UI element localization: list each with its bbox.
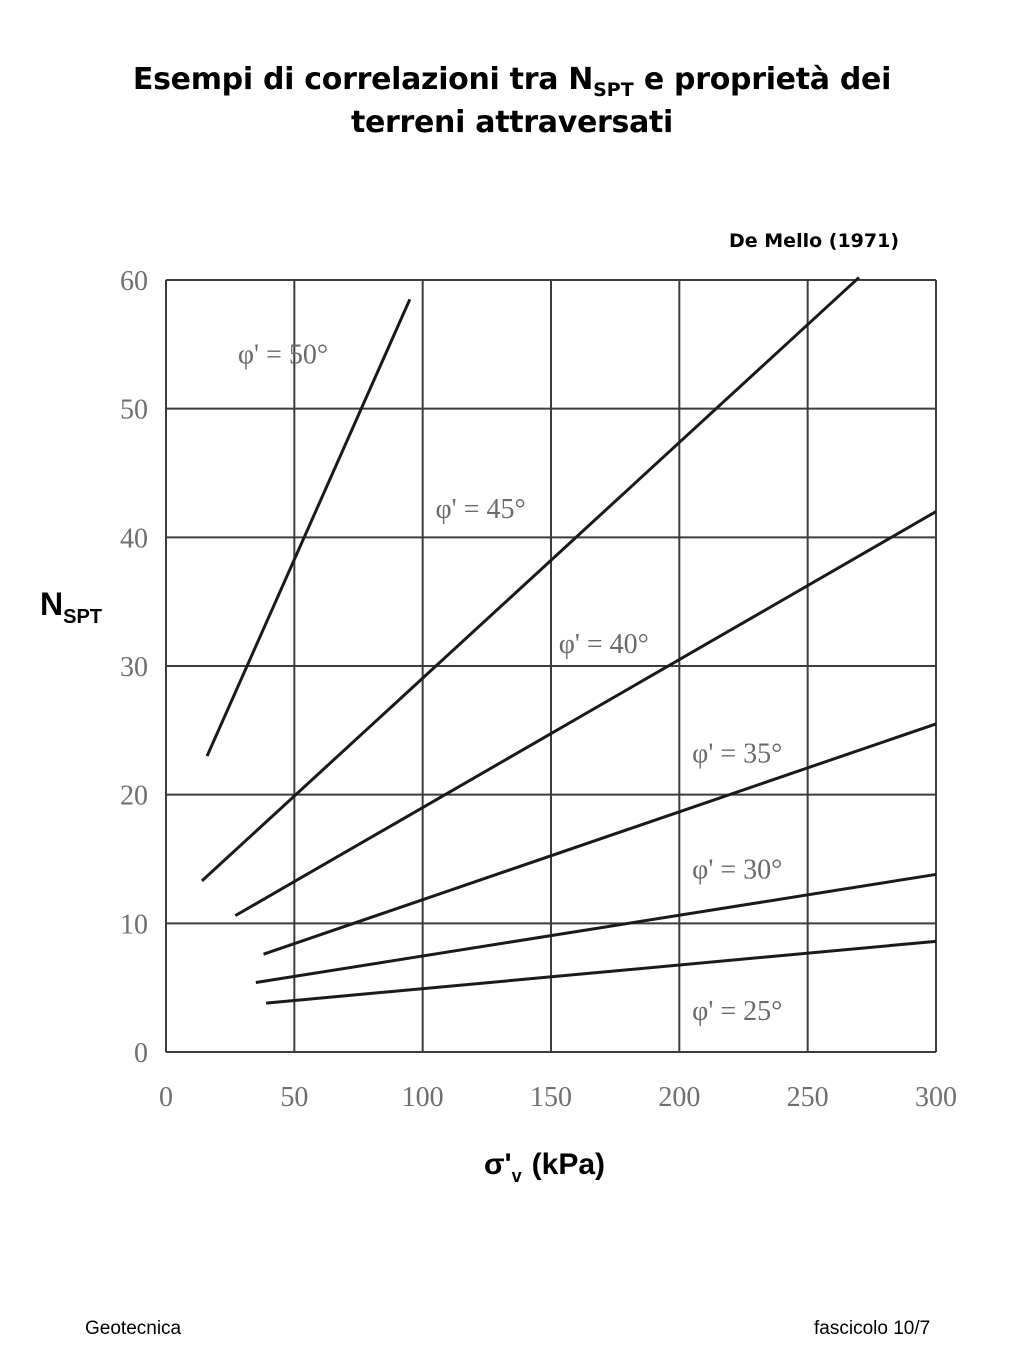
curve-label-3: φ' = 35° <box>692 739 782 770</box>
y-tick-label: 0 <box>134 1038 148 1069</box>
x-axis-label: σ'v (kPa) <box>484 1148 606 1186</box>
x-tick-labels: 0 50 100 150 200 250 300 <box>159 1082 957 1113</box>
x-tick-label: 100 <box>402 1082 444 1113</box>
x-tick-label: 200 <box>658 1082 700 1113</box>
curve-line-5 <box>265 939 937 1005</box>
curve-label-1: φ' = 45° <box>436 494 526 525</box>
chart-title: Esempi di correlazioni tra NSPT e propri… <box>0 60 1024 143</box>
title-line-2: terreni attraversati <box>350 105 674 140</box>
x-axis-label-unit: (kPa) <box>531 1148 606 1181</box>
curve-line-3 <box>263 722 937 956</box>
y-tick-label: 10 <box>120 909 148 940</box>
footer-course: Geotecnica <box>85 1318 182 1339</box>
x-tick-label: 150 <box>530 1082 572 1113</box>
title-line-1: Esempi di correlazioni tra NSPT e propri… <box>0 60 1024 103</box>
curve-label-2: φ' = 40° <box>559 629 649 660</box>
curve-labels: φ' = 50° φ' = 45° φ' = 40° φ' = 35° φ' = 30°… <box>238 340 783 1027</box>
title-subscript: SPT <box>593 79 634 101</box>
curve-line-4 <box>255 872 937 985</box>
curve-line-1 <box>200 276 861 882</box>
curve-label-4: φ' = 30° <box>692 854 782 885</box>
y-tick-label: 20 <box>120 781 148 812</box>
y-axis-label: NSPT <box>40 586 102 628</box>
x-tick-label: 300 <box>915 1082 957 1113</box>
x-axis-label-symbol: σ' <box>484 1148 512 1181</box>
y-axis-label-main: N <box>40 586 64 622</box>
x-tick-label: 0 <box>159 1082 173 1113</box>
curve-line-2 <box>234 510 937 917</box>
x-axis-label-sub: v <box>511 1166 522 1186</box>
curve-line-0 <box>205 298 412 757</box>
x-tick-label: 250 <box>787 1082 829 1113</box>
y-tick-label: 60 <box>120 266 148 297</box>
footer-page: fascicolo 10/7 <box>814 1318 931 1339</box>
y-tick-label: 50 <box>120 395 148 426</box>
curve-label-0: φ' = 50° <box>238 340 328 371</box>
x-tick-label: 50 <box>280 1082 308 1113</box>
grid-lines <box>165 279 937 1053</box>
curve-lines <box>200 276 937 1005</box>
y-axis-label-sub: SPT <box>63 606 103 628</box>
title-suffix: e proprietà dei <box>633 62 892 97</box>
source-citation: De Mello (1971) <box>729 230 900 252</box>
y-tick-label: 30 <box>120 652 148 683</box>
title-prefix: Esempi di correlazioni tra N <box>132 62 594 97</box>
curve-label-5: φ' = 25° <box>692 996 782 1027</box>
y-tick-label: 40 <box>120 523 148 554</box>
y-tick-labels: 0 10 20 30 40 50 60 <box>120 266 148 1069</box>
